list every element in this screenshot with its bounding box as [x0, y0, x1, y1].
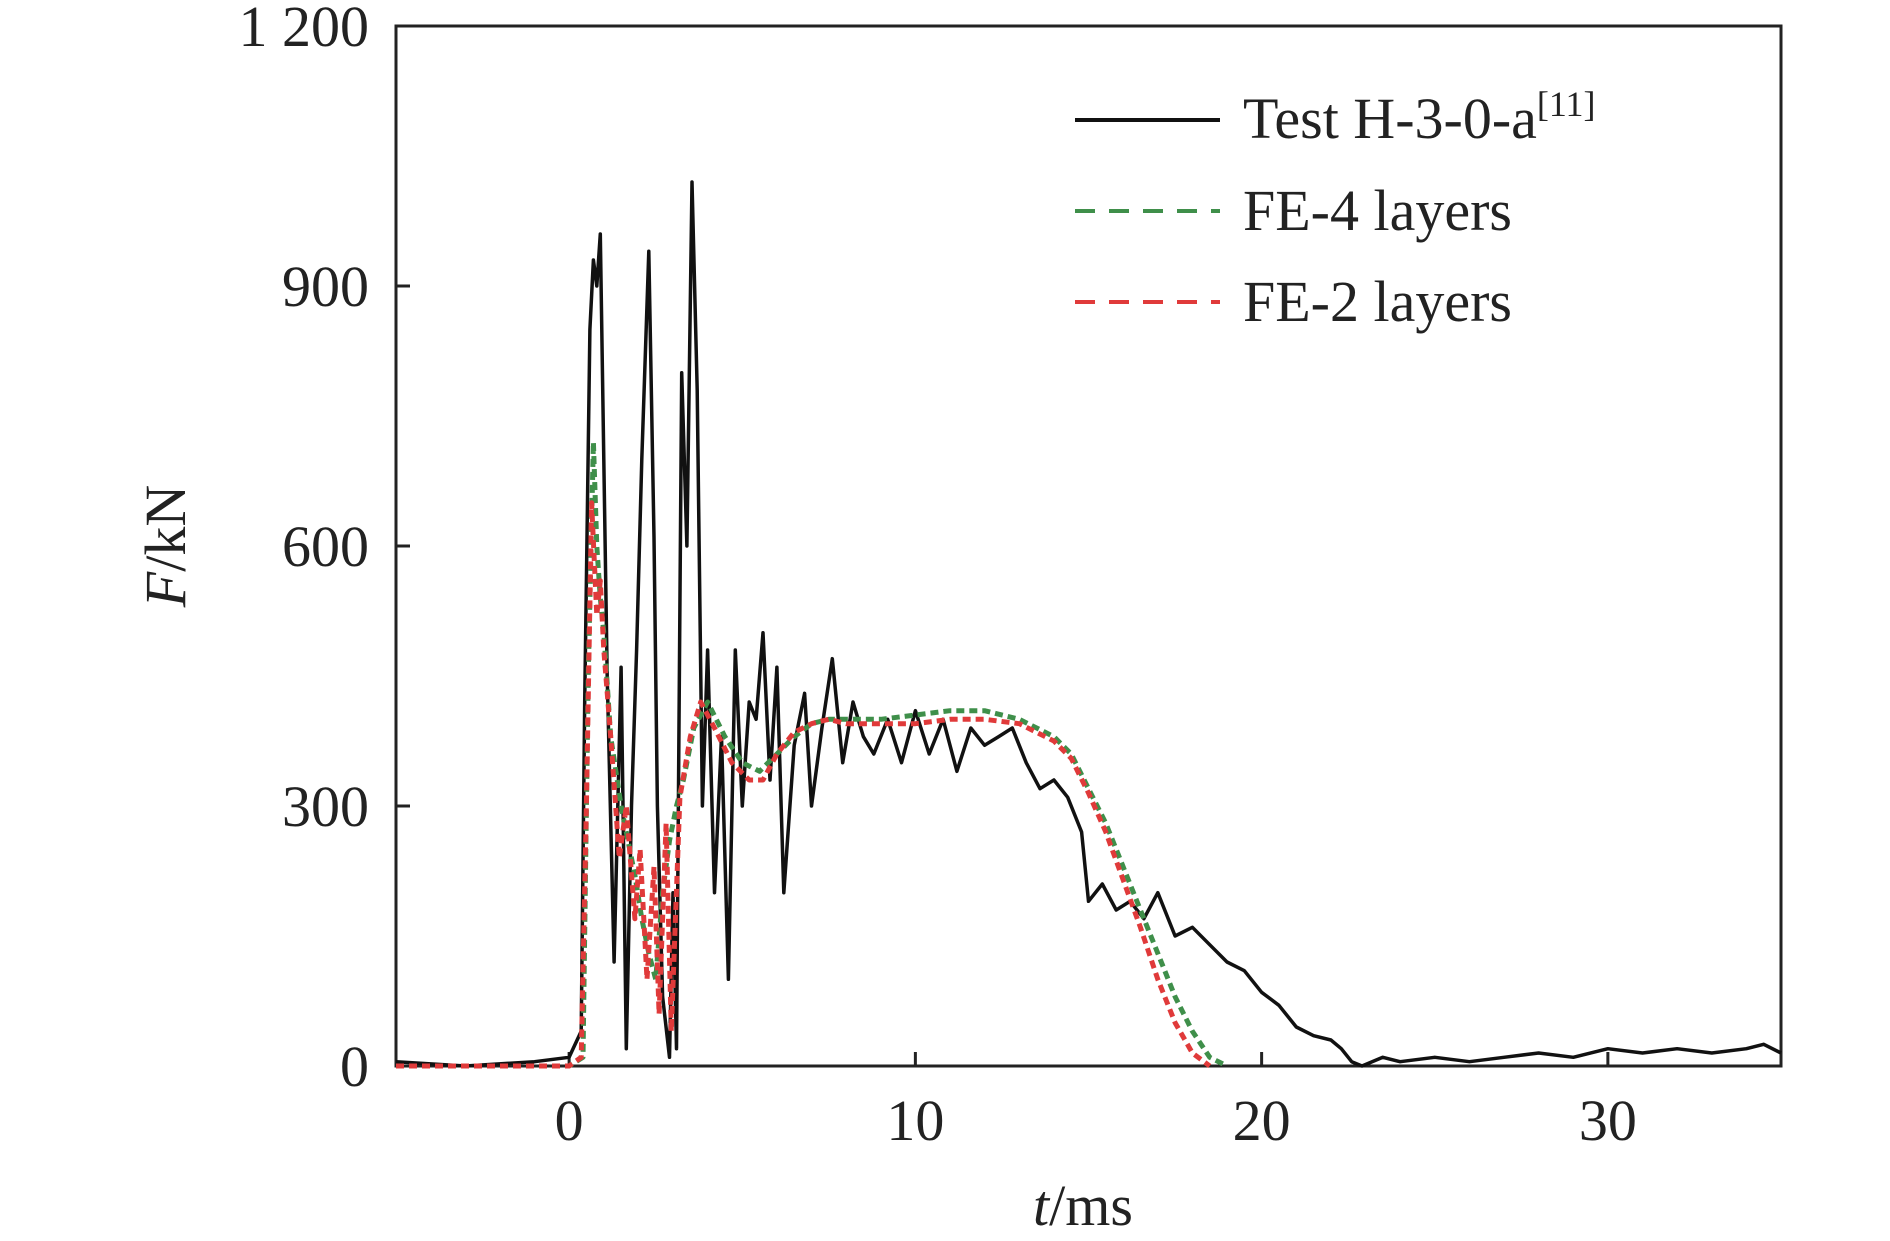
y-tick-label: 900 [282, 254, 369, 319]
legend: Test H-3-0-a[11] FE-4 layers FE-2 layers [1075, 84, 1596, 334]
x-tick-label: 30 [1579, 1088, 1637, 1153]
legend-item-fe2: FE-2 layers [1075, 269, 1512, 334]
legend-item-fe4: FE-4 layers [1075, 178, 1512, 243]
legend-item-test: Test H-3-0-a[11] [1075, 84, 1596, 151]
x-axis-unit: /ms [1049, 1173, 1133, 1238]
y-tick-label: 1 200 [239, 0, 370, 59]
x-axis-ticks: 0 10 20 30 [555, 1052, 1637, 1153]
y-axis-title: F/kN [133, 485, 198, 608]
legend-label-fe4: FE-4 layers [1243, 178, 1512, 243]
fe-4-layers-series-line [396, 439, 1229, 1069]
y-tick-label: 0 [340, 1034, 369, 1099]
legend-label-fe2: FE-2 layers [1243, 269, 1512, 334]
legend-label-test-superscript: [11] [1537, 84, 1596, 124]
plot-series [395, 180, 1782, 1069]
y-axis-ticks: 0 300 600 900 1 200 [239, 0, 410, 1099]
x-tick-label: 20 [1233, 1088, 1291, 1153]
y-axis-unit: /kN [133, 485, 198, 572]
legend-label-test: Test H-3-0-a[11] [1243, 84, 1596, 151]
y-axis-variable: F [133, 571, 198, 608]
x-tick-label: 0 [555, 1088, 584, 1153]
y-tick-label: 300 [282, 774, 369, 839]
test-series-line [395, 180, 1782, 1068]
x-axis-title: t/ms [1033, 1173, 1133, 1238]
x-axis-variable: t [1033, 1173, 1051, 1238]
legend-label-test-name: Test H-3-0-a [1243, 86, 1537, 151]
y-tick-label: 600 [282, 514, 369, 579]
fe-2-layers-series-line [396, 500, 1212, 1069]
x-tick-label: 10 [886, 1088, 944, 1153]
